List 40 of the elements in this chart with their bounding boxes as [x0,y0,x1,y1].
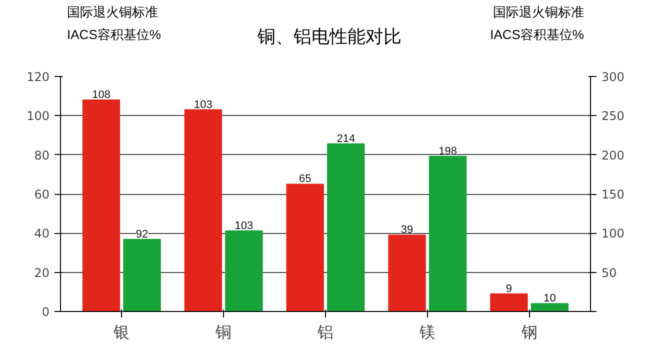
bar [327,143,365,312]
bar [490,293,528,312]
y2-tick-label: 200 [602,148,624,162]
data-label: 9 [506,282,512,295]
bar [82,100,120,312]
bar [184,109,222,312]
x-tick-label: 铝 [316,322,334,342]
y2-axis-title: 国际退火铜标准 IACS容积基位% [490,4,584,42]
data-label: 92 [136,228,148,240]
x-tick-label: 铜 [214,322,232,342]
y-tick-label: 120 [26,70,50,84]
x-tick-label: 银 [112,322,130,342]
data-label: 65 [299,173,312,186]
chart-title: 铜、铝电性能对比 [256,26,402,46]
y-axis-title: 国际退火铜标准 IACS容积基位% [67,4,162,42]
bar [286,184,324,312]
y-tick-label: 80 [34,148,50,162]
y-tick-label: 20 [34,266,50,280]
data-label: 198 [438,145,457,158]
bar [530,303,569,312]
y-tick-label: 0 [42,305,50,319]
data-label: 10 [544,292,556,305]
bar [123,238,161,312]
data-label: 103 [194,98,212,111]
y2-tick-label: 100 [602,226,624,241]
x-tick-label: 镁 [418,322,436,342]
data-label: 108 [92,89,110,101]
y-tick-label: 40 [34,226,50,241]
bar [388,234,426,312]
x-tick-label: 钢 [520,322,538,342]
y2-tick-label: 50 [602,266,617,280]
data-label: 103 [234,220,254,232]
y-tick-label: 60 [34,188,50,202]
y-tick-label: 100 [26,109,50,124]
y2-tick-label: 300 [602,70,624,84]
y2-tick-label: 150 [602,188,624,202]
bar [428,156,467,312]
y2-tick-label: 250 [602,109,624,124]
data-label: 214 [336,132,356,145]
bar [225,230,263,312]
